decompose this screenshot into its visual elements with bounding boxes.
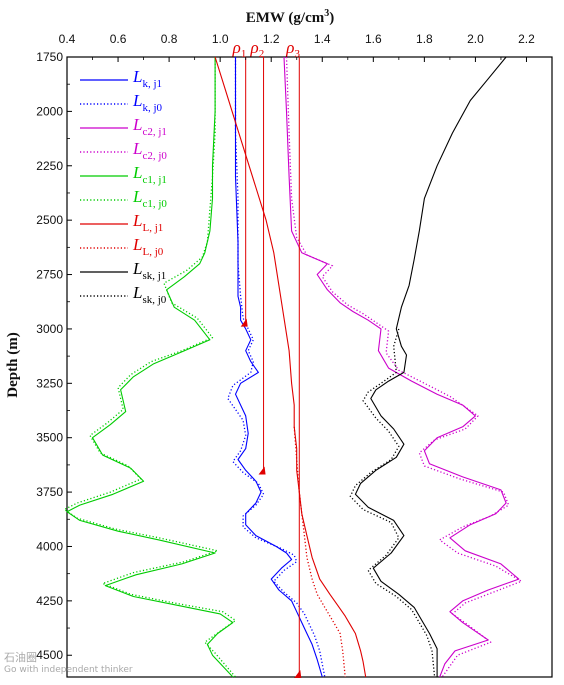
- x-tick-label-5: 1.4: [314, 32, 331, 46]
- watermark: 石油圈 Go with independent thinker: [4, 652, 133, 676]
- reference-lines: ρ1 ρ2 ρ3: [232, 38, 302, 678]
- rho-label-3: ρ3: [285, 38, 300, 60]
- y-axis-title: Depth (m): [5, 332, 21, 397]
- legend-label-9: Lsk, j0: [132, 283, 167, 306]
- series-line-6: [214, 56, 367, 678]
- y-tick-label-4: 2750: [36, 268, 63, 282]
- series-line-5: [63, 57, 237, 678]
- y-axis-ticks: 1750 2000 2250 2500 2750 3000 3250 3500 3750 4000…: [36, 50, 72, 662]
- legend-label-4: Lc1, j1: [132, 163, 167, 186]
- legend-label-0: Lk, j1: [132, 67, 162, 90]
- x-tick-label-7: 1.8: [416, 32, 433, 46]
- legend-label-6: LL, j1: [132, 211, 163, 234]
- rho-marker-2: [258, 466, 266, 475]
- y-tick-label-5: 3000: [36, 322, 63, 336]
- y-tick-label-8: 3750: [36, 485, 63, 499]
- watermark-subtitle: Go with independent thinker: [4, 665, 133, 675]
- series-layer: [63, 56, 523, 678]
- series-line-0: [234, 57, 323, 678]
- series-line-7: [293, 426, 346, 678]
- legend-label-5: Lc1, j0: [132, 187, 167, 210]
- x-tick-label-4: 1.2: [263, 32, 280, 46]
- legend-label-8: Lsk, j1: [132, 259, 166, 282]
- series-line-2: [283, 56, 520, 678]
- x-tick-label-0: 0.4: [59, 32, 76, 46]
- x-tick-label-1: 0.6: [110, 32, 127, 46]
- series-line-9: [349, 328, 436, 678]
- x-tick-label-6: 1.6: [365, 32, 382, 46]
- x-axis-ticks: 0.4 0.6 0.8 1.0 1.2 1.4 1.6 1.8 2.0 2.2: [59, 32, 535, 62]
- y-tick-label-3: 2500: [36, 213, 63, 227]
- y-tick-label-1: 2000: [36, 104, 63, 118]
- x-tick-label-8: 2.0: [467, 32, 484, 46]
- rho-label-2: ρ2: [250, 38, 265, 60]
- y-tick-label-9: 4000: [36, 539, 63, 553]
- series-line-1: [227, 57, 326, 678]
- legend-label-7: LL, j0: [132, 235, 164, 258]
- y-tick-label-10: 4250: [36, 594, 63, 608]
- x-axis-title: EMW (g/cm3): [246, 8, 334, 26]
- rho-marker-3: [294, 670, 302, 678]
- plot-border: [66, 56, 553, 678]
- series-line-8: [354, 56, 507, 677]
- x-tick-label-9: 2.2: [518, 32, 535, 46]
- y-tick-label-7: 3500: [36, 431, 63, 445]
- legend-label-1: Lk, j0: [132, 91, 163, 114]
- y-tick-label-11: 4500: [36, 648, 63, 662]
- legend-label-3: Lc2, j0: [132, 139, 167, 162]
- series-line-4: [66, 57, 234, 678]
- watermark-title: 石油圈: [4, 651, 37, 664]
- rho-label-1: ρ1: [232, 38, 247, 60]
- y-tick-label-0: 1750: [36, 50, 63, 64]
- legend-label-2: Lc2, j1: [132, 115, 167, 138]
- y-tick-label-2: 2250: [36, 159, 63, 173]
- plot-frame: [66, 56, 553, 678]
- y-tick-label-6: 3250: [36, 376, 63, 390]
- rho-marker-1: [240, 318, 248, 327]
- series-line-3: [285, 56, 523, 678]
- x-tick-label-3: 1.0: [212, 32, 229, 46]
- x-tick-label-2: 0.8: [161, 32, 178, 46]
